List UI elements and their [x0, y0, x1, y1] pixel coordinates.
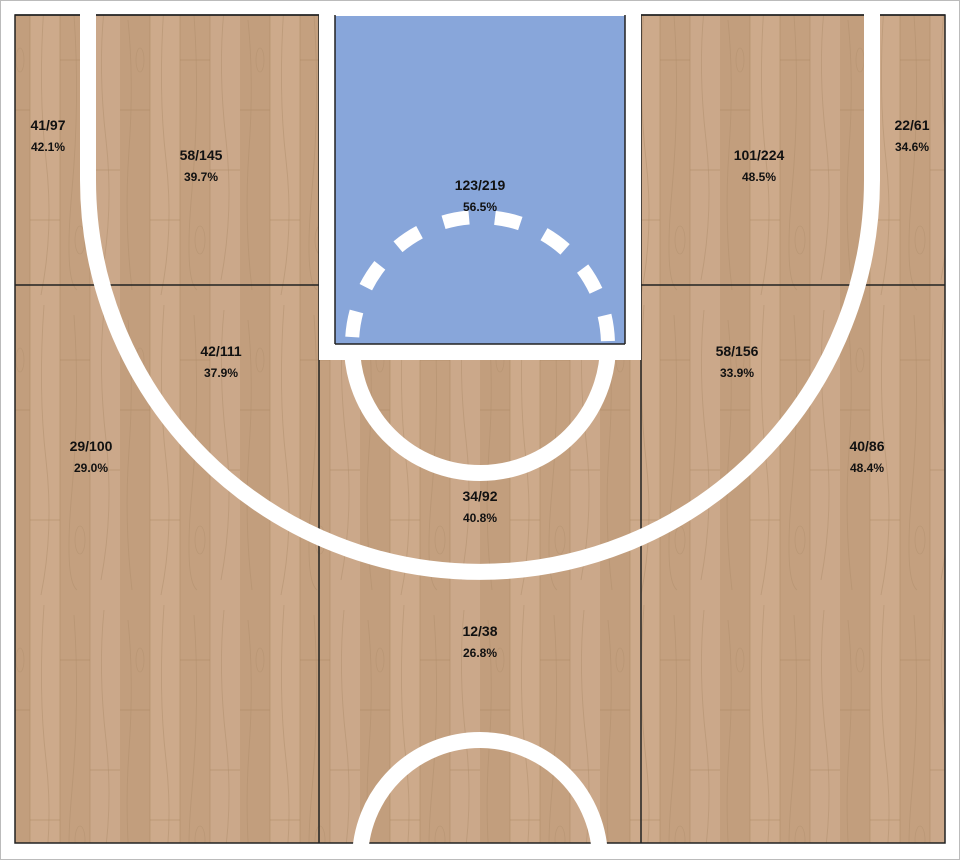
- center-circle: [352, 732, 608, 860]
- zone-label-made: 101/224: [734, 147, 785, 163]
- zone-label-pct: 56.5%: [463, 200, 497, 214]
- zone-label-pct: 48.4%: [850, 461, 884, 475]
- zone-label-made: 29/100: [70, 438, 113, 454]
- zone-label-made: 41/97: [30, 117, 65, 133]
- lane-border-lines: [334, 15, 626, 345]
- lane-outline: [319, 0, 641, 360]
- zone-label-made: 34/92: [462, 488, 497, 504]
- zone-labels: 41/97 42.1% 58/145 39.7% 123/219 56.5% 1…: [30, 117, 929, 660]
- zone-label-made: 58/145: [180, 147, 223, 163]
- zone-label-made: 12/38: [462, 623, 497, 639]
- court-markings: [80, 0, 880, 860]
- free-throw-circle-lower: [344, 344, 616, 481]
- free-throw-circle-upper: [345, 210, 615, 346]
- zone-label-made: 42/111: [200, 343, 241, 359]
- zone-label-pct: 37.9%: [204, 366, 238, 380]
- zone-label-pct: 48.5%: [742, 170, 776, 184]
- zone-label-pct: 34.6%: [895, 140, 929, 154]
- three-point-line: [80, 0, 880, 580]
- paint-zone-highlight: [319, 15, 641, 360]
- zone-label-pct: 29.0%: [74, 461, 108, 475]
- zone-label-made: 40/86: [849, 438, 884, 454]
- zone-label-made: 22/61: [894, 117, 929, 133]
- zone-label-pct: 42.1%: [31, 140, 65, 154]
- zone-label-pct: 40.8%: [463, 511, 497, 525]
- zone-label-pct: 26.8%: [463, 646, 497, 660]
- zone-label-made: 58/156: [716, 343, 759, 359]
- zone-label-made: 123/219: [455, 177, 506, 193]
- zone-label-pct: 33.9%: [720, 366, 754, 380]
- zone-label-pct: 39.7%: [184, 170, 218, 184]
